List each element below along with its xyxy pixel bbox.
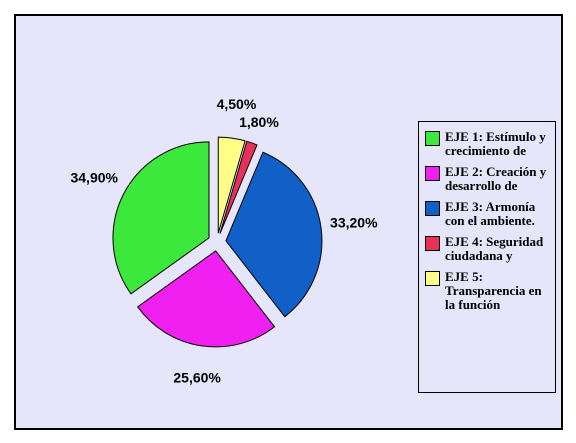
data-label: 34,90% — [70, 170, 118, 186]
legend-label: EJE 3: Armonía con el ambiente. — [445, 199, 536, 228]
legend-label: EJE 4: Seguridad ciudadana y — [445, 234, 544, 263]
legend-entry: EJE 1: Estímulo y crecimiento de — [425, 130, 551, 158]
legend-swatch — [425, 201, 440, 216]
data-label: 4,50% — [217, 96, 257, 112]
data-label: 1,80% — [239, 114, 279, 130]
legend-swatch — [425, 271, 440, 286]
pie-slice — [112, 141, 210, 295]
pie-slice — [219, 140, 258, 234]
legend: EJE 1: Estímulo y crecimiento de EJE 2: C… — [418, 121, 556, 393]
legend-entry: EJE 3: Armonía con el ambiente. — [425, 200, 551, 228]
pie-slice — [225, 151, 323, 318]
legend-swatch — [425, 166, 440, 181]
legend-label: EJE 2: Creación y desarrollo de — [445, 164, 547, 193]
legend-entry: EJE 5: Transparencia en la función — [425, 270, 551, 312]
data-label: 33,20% — [330, 215, 378, 231]
legend-entry: EJE 2: Creación y desarrollo de — [425, 165, 551, 193]
legend-label: EJE 5: Transparencia en la función — [445, 269, 542, 312]
data-label: 25,60% — [173, 369, 221, 385]
legend-label: EJE 1: Estímulo y crecimiento de — [445, 129, 546, 158]
legend-entry: EJE 4: Seguridad ciudadana y — [425, 235, 551, 263]
pie-slice — [136, 250, 276, 348]
pie-slice — [217, 136, 246, 234]
legend-swatch — [425, 131, 440, 146]
legend-swatch — [425, 236, 440, 251]
